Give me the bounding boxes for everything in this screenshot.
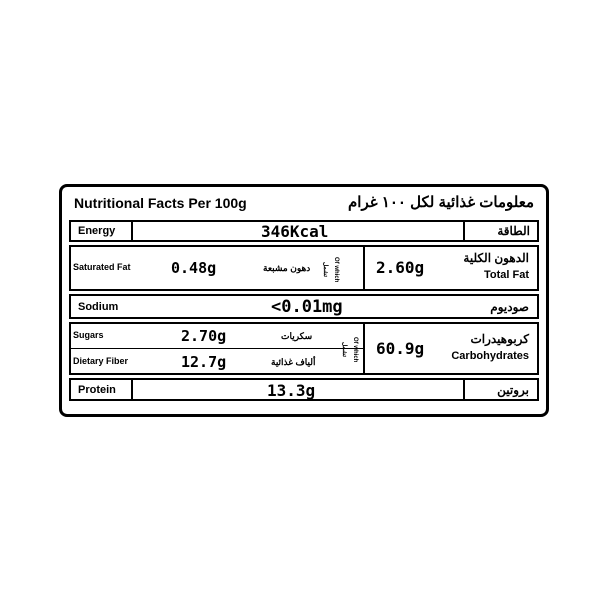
- carbs-row: Sugars 2.70g سكريات Dietary Fiber 12.7g …: [69, 322, 539, 375]
- nutrition-facts-label: Nutritional Facts Per 100g معلومات غذائي…: [59, 184, 549, 417]
- saturated-fat-label-ar: دهون مشبعة: [263, 263, 311, 273]
- total-fat-label-en: Total Fat: [483, 269, 529, 281]
- energy-label-ar: الطاقة: [497, 224, 530, 238]
- carbohydrates-value: 60.9g: [376, 339, 425, 358]
- dietary-fiber-value: 12.7g: [181, 353, 227, 371]
- total-fat-value: 2.60g: [376, 258, 425, 277]
- carbohydrates-label-ar: كربوهيدرات: [470, 332, 529, 346]
- protein-row: Protein 13.3g بروتين: [69, 378, 539, 401]
- dietary-fiber-label-en: Dietary Fiber: [73, 356, 129, 366]
- divider: [363, 247, 365, 289]
- saturated-fat-label-en: Saturated Fat: [73, 262, 131, 272]
- sugars-value: 2.70g: [181, 327, 227, 345]
- saturated-fat-value: 0.48g: [171, 259, 217, 277]
- carbohydrates-label-en: Carbohydrates: [451, 350, 529, 362]
- divider: [463, 380, 465, 399]
- energy-label-en: Energy: [78, 225, 116, 237]
- sodium-label-en: Sodium: [78, 301, 119, 313]
- sodium-value: <0.01mg: [271, 297, 343, 317]
- header-title-en: Nutritional Facts Per 100g: [74, 195, 247, 211]
- of-which-ar: تشمل: [341, 342, 347, 358]
- protein-label-ar: بروتين: [497, 383, 529, 397]
- divider: [131, 222, 133, 240]
- protein-label-en: Protein: [78, 384, 116, 396]
- divider: [131, 380, 133, 399]
- fat-row: Saturated Fat 0.48g دهون مشبعة تشمل Of w…: [69, 245, 539, 291]
- dietary-fiber-label-ar: ألياف غذائية: [271, 357, 316, 367]
- energy-value: 346Kcal: [261, 222, 329, 241]
- divider: [463, 222, 465, 240]
- divider: [363, 324, 365, 373]
- energy-row: Energy 346Kcal الطاقة: [69, 220, 539, 242]
- sugars-label-ar: سكريات: [281, 331, 313, 341]
- sugars-label-en: Sugars: [73, 330, 104, 340]
- total-fat-label-ar: الدهون الكلية: [463, 251, 529, 265]
- sodium-row: Sodium <0.01mg صوديوم: [69, 294, 539, 319]
- header-title-ar: معلومات غذائية لكل ١٠٠ غرام: [348, 194, 534, 211]
- sodium-label-ar: صوديوم: [490, 300, 529, 314]
- of-which-en: Of which: [352, 337, 358, 363]
- of-which-en: Of which: [333, 257, 339, 283]
- of-which-ar: تشمل: [322, 262, 328, 278]
- protein-value: 13.3g: [267, 381, 316, 400]
- divider: [71, 348, 363, 349]
